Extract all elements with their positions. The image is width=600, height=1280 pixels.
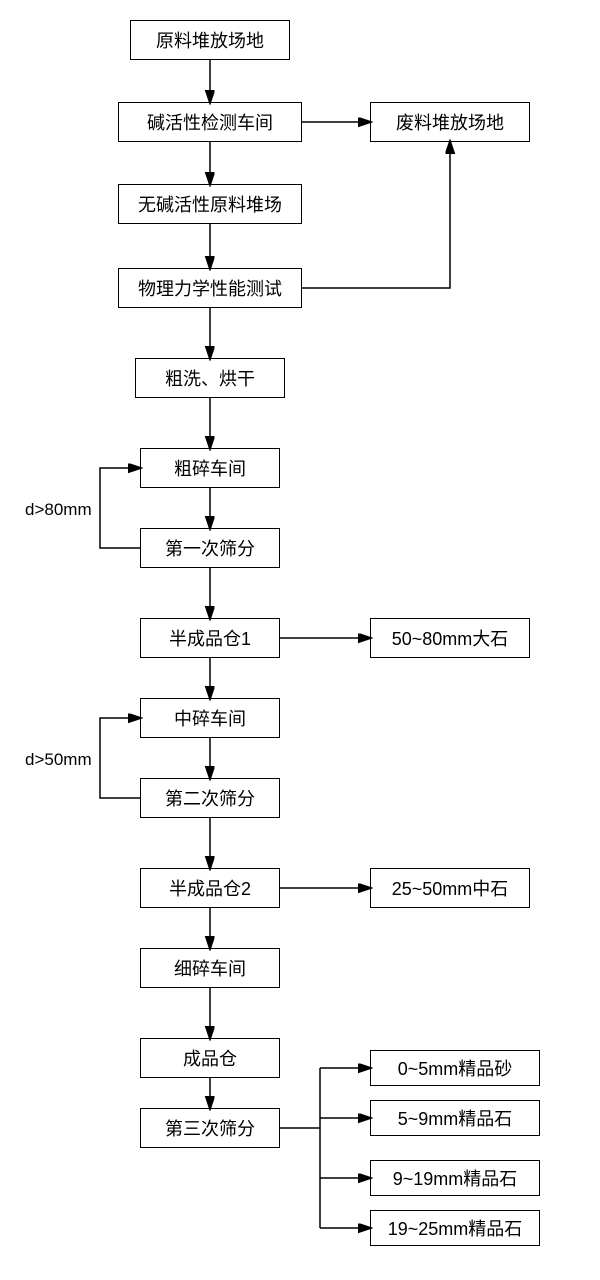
node-physical-mech-test: 物理力学性能测试 xyxy=(118,268,302,308)
node-fine-crush: 细碎车间 xyxy=(140,948,280,988)
node-semi-product-1: 半成品仓1 xyxy=(140,618,280,658)
node-output-0-5-sand: 0~5mm精品砂 xyxy=(370,1050,540,1086)
node-medium-crush: 中碎车间 xyxy=(140,698,280,738)
node-label: 50~80mm大石 xyxy=(392,625,509,651)
node-coarse-wash-dry: 粗洗、烘干 xyxy=(135,358,285,398)
node-label: 中碎车间 xyxy=(174,705,246,731)
node-output-5-9-stone: 5~9mm精品石 xyxy=(370,1100,540,1136)
node-label: 粗洗、烘干 xyxy=(165,365,255,391)
node-label: 半成品仓1 xyxy=(169,625,251,651)
node-raw-material-yard: 原料堆放场地 xyxy=(130,20,290,60)
loop-label-text: d>80mm xyxy=(25,500,92,519)
node-label: 19~25mm精品石 xyxy=(388,1215,523,1241)
node-label: 半成品仓2 xyxy=(169,875,251,901)
loop-label-text: d>50mm xyxy=(25,750,92,769)
node-label: 原料堆放场地 xyxy=(156,27,264,53)
node-label: 粗碎车间 xyxy=(174,455,246,481)
node-output-25-50: 25~50mm中石 xyxy=(370,868,530,908)
node-waste-yard: 废料堆放场地 xyxy=(370,102,530,142)
node-second-screen: 第二次筛分 xyxy=(140,778,280,818)
node-label: 第三次筛分 xyxy=(165,1115,255,1141)
node-third-screen: 第三次筛分 xyxy=(140,1108,280,1148)
node-first-screen: 第一次筛分 xyxy=(140,528,280,568)
node-label: 成品仓 xyxy=(183,1045,237,1071)
node-alkali-test-workshop: 碱活性检测车间 xyxy=(118,102,302,142)
node-label: 碱活性检测车间 xyxy=(147,109,273,135)
node-label: 废料堆放场地 xyxy=(396,109,504,135)
node-output-9-19-stone: 9~19mm精品石 xyxy=(370,1160,540,1196)
node-label: 0~5mm精品砂 xyxy=(398,1055,513,1081)
node-label: 第二次筛分 xyxy=(165,785,255,811)
node-label: 9~19mm精品石 xyxy=(393,1165,518,1191)
node-label: 无碱活性原料堆场 xyxy=(138,191,282,217)
node-label: 5~9mm精品石 xyxy=(398,1105,513,1131)
node-no-alkali-yard: 无碱活性原料堆场 xyxy=(118,184,302,224)
node-semi-product-2: 半成品仓2 xyxy=(140,868,280,908)
node-label: 25~50mm中石 xyxy=(392,875,509,901)
node-finished-warehouse: 成品仓 xyxy=(140,1038,280,1078)
node-output-50-80: 50~80mm大石 xyxy=(370,618,530,658)
node-label: 第一次筛分 xyxy=(165,535,255,561)
loop-label-d50: d>50mm xyxy=(25,750,92,770)
loop-label-d80: d>80mm xyxy=(25,500,92,520)
node-label: 细碎车间 xyxy=(174,955,246,981)
node-label: 物理力学性能测试 xyxy=(138,275,282,301)
node-coarse-crush: 粗碎车间 xyxy=(140,448,280,488)
node-output-19-25-stone: 19~25mm精品石 xyxy=(370,1210,540,1246)
